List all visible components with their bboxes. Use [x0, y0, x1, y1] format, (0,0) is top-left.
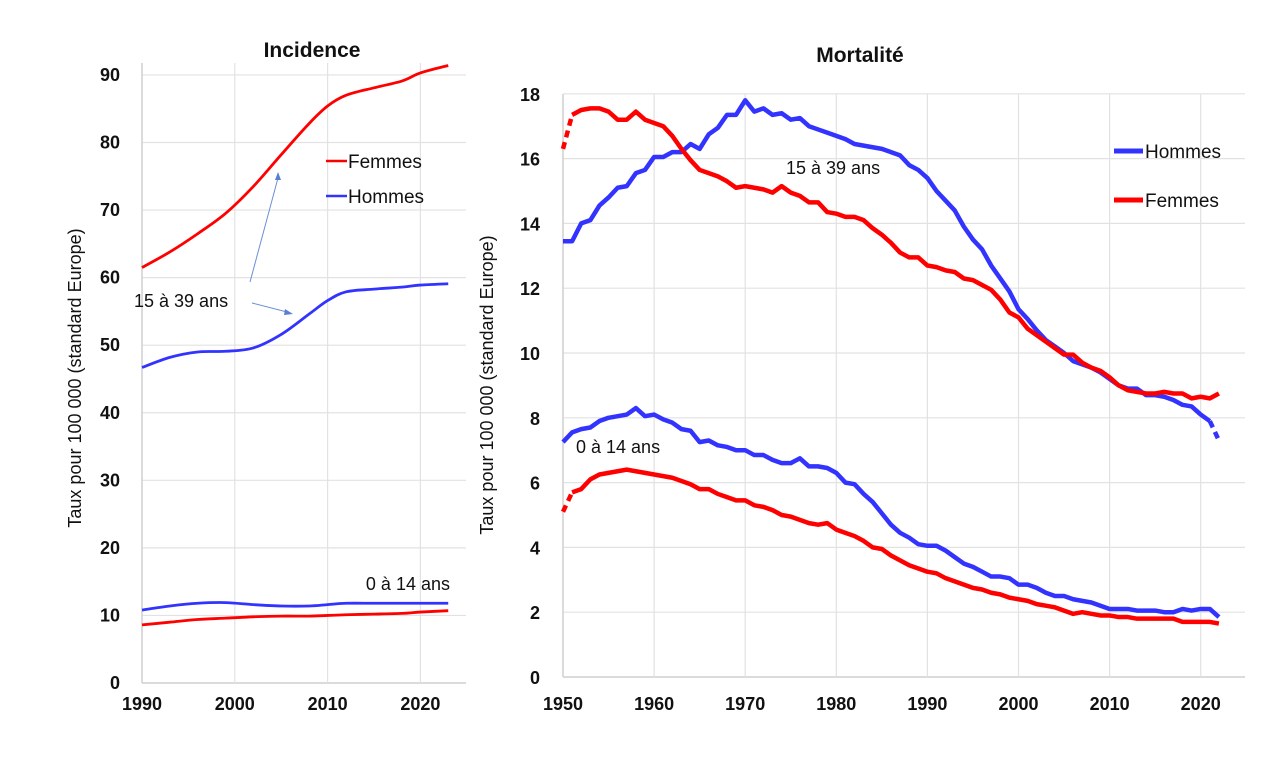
arrow-head-icon [284, 309, 293, 315]
legend-hommes-label: Hommes [348, 187, 424, 208]
y-tick-label: 30 [100, 470, 120, 490]
mortalite-y-axis-label: Taux pour 100 000 (standard Europe) [477, 235, 497, 534]
incidence-y-axis-label: Taux pour 100 000 (standard Europe) [65, 228, 85, 527]
y-tick-label: 4 [530, 538, 540, 558]
y-tick-label: 12 [520, 279, 540, 299]
legend-femmes-label: Femmes [1145, 191, 1219, 212]
y-tick-label: 16 [520, 150, 540, 170]
series-line-hommes-0-14-ans [141, 601, 449, 612]
series-line-hommes-15-39-ans-dashed-end [1207, 420, 1221, 442]
x-tick-label: 1980 [816, 694, 856, 714]
x-tick-label: 1960 [634, 694, 674, 714]
incidence-chart: 0 10 20 30 40 50 60 70 80 90 1990 2000 2010 2020 Inc… [65, 39, 466, 714]
x-tick-label: 2020 [1181, 694, 1221, 714]
annotation-0-14: 0 à 14 ans [366, 574, 450, 594]
incidence-gridlines [141, 63, 466, 684]
annotation-arrow-femmes [249, 177, 279, 283]
y-tick-label: 14 [520, 214, 540, 234]
x-tick-label: 2000 [215, 694, 255, 714]
y-tick-label: 10 [100, 605, 120, 625]
incidence-y-ticks: 0 10 20 30 40 50 60 70 80 90 [100, 65, 120, 693]
series-line-hommes-15-39-ans [563, 98, 1212, 423]
x-tick-label: 2020 [400, 694, 440, 714]
mortalite-x-ticks: 1950 1960 1970 1980 1990 2000 2010 2020 [543, 694, 1221, 714]
series-line-femmes-15-39-ans [571, 106, 1220, 401]
mortalite-chart: 0 2 4 6 8 10 12 14 16 18 1950 1960 1970 1980 1990 2000… [477, 44, 1245, 714]
y-tick-label: 90 [100, 65, 120, 85]
x-tick-label: 1970 [725, 694, 765, 714]
x-tick-label: 2010 [308, 694, 348, 714]
annotation-0-14: 0 à 14 ans [576, 437, 660, 457]
y-tick-label: 0 [110, 673, 120, 693]
y-tick-label: 10 [520, 344, 540, 364]
mortalite-gridlines [562, 93, 1245, 678]
y-tick-label: 40 [100, 403, 120, 423]
x-tick-label: 1990 [907, 694, 947, 714]
y-tick-label: 70 [100, 200, 120, 220]
y-tick-label: 0 [530, 668, 540, 688]
y-tick-label: 60 [100, 268, 120, 288]
series-line-femmes-0-14-ans [571, 467, 1220, 626]
legend-hommes-label: Hommes [1145, 142, 1221, 163]
incidence-lines [141, 64, 449, 627]
series-line-hommes-15-39-ans [141, 282, 449, 369]
series-line-hommes-0-14-ans [561, 405, 1221, 619]
legend-femmes-label: Femmes [348, 152, 422, 173]
series-line-femmes-15-39-ans [141, 64, 449, 269]
y-tick-label: 20 [100, 538, 120, 558]
annotation-15-39: 15 à 39 ans [786, 158, 880, 178]
x-tick-label: 2010 [1090, 694, 1130, 714]
arrow-head-icon [275, 172, 281, 180]
incidence-x-ticks: 1990 2000 2010 2020 [122, 694, 440, 714]
series-line-femmes-0-14-ans-dashed-start [560, 491, 575, 513]
x-tick-label: 1990 [122, 694, 162, 714]
incidence-title: Incidence [264, 39, 361, 62]
series-line-femmes-0-14-ans [141, 609, 449, 627]
y-tick-label: 6 [530, 474, 540, 494]
annotation-15-39: 15 à 39 ans [134, 291, 228, 311]
mortalite-y-ticks: 0 2 4 6 8 10 12 14 16 18 [520, 85, 540, 688]
series-line-femmes-15-39-ans-dashed-start [560, 114, 575, 150]
y-tick-label: 50 [100, 335, 120, 355]
annotation-arrow-hommes [251, 302, 288, 313]
x-tick-label: 2000 [998, 694, 1038, 714]
y-tick-label: 2 [530, 603, 540, 623]
mortalite-lines [560, 98, 1221, 626]
y-tick-label: 8 [530, 409, 540, 429]
mortalite-title: Mortalité [816, 44, 904, 67]
x-tick-label: 1950 [543, 694, 583, 714]
y-tick-label: 80 [100, 133, 120, 153]
y-tick-label: 18 [520, 85, 540, 105]
